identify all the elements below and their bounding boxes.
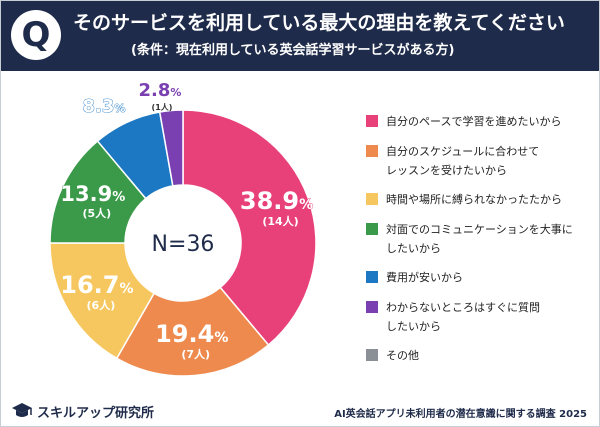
question-badge-icon: Q <box>11 10 61 60</box>
legend-label-line: レッスンを受けたいから <box>386 164 507 177</box>
slice-percent-sign-1: % <box>299 197 313 213</box>
center-total-label: N=36 <box>152 232 215 257</box>
slice-value-label-4: 13.9% <box>60 182 125 206</box>
legend-swatch-6 <box>366 301 378 313</box>
legend-label-line: 自分のスケジュールに合わせて <box>386 145 540 158</box>
donut-slice-6 <box>158 109 184 187</box>
footer: スキルアップ研究所 AI英会話アプリ未利用者の潜在意識に関する調査 2025 <box>1 397 599 426</box>
legend-label-line: 時間や場所に縛られなかったたから <box>386 193 562 206</box>
slice-count-label-4: (5人) <box>82 206 111 220</box>
legend-label-line: 費用が安いから <box>386 271 463 284</box>
legend-swatch-3 <box>366 193 378 205</box>
slice-count-label-3: (6人) <box>87 298 116 312</box>
donut-slice-2 <box>115 286 270 377</box>
donut-slice-3 <box>49 242 156 360</box>
slice-percent-sign-5: % <box>114 102 125 115</box>
legend-label-line: 自分のペースで学習を進めたいから <box>386 115 562 128</box>
slice-count-label-6: (1人) <box>152 102 173 112</box>
legend-swatch-5 <box>366 271 378 283</box>
legend-label-3: 時間や場所に縛られなかったたから <box>386 190 594 209</box>
donut-slice-1 <box>182 109 317 347</box>
legend-label-1: 自分のペースで学習を進めたいから <box>386 112 594 131</box>
legend-swatch-1 <box>366 115 378 127</box>
legend-label-line: したいから <box>386 242 441 255</box>
legend-label-line: わからないところはすぐに質問 <box>386 301 540 314</box>
chart-subtitle: (条件：現在利用している英会話学習サービスがある方) <box>131 43 455 58</box>
header-bar: Q そのサービスを利用している最大の理由を教えてください (条件：現在利用してい… <box>1 1 599 71</box>
slice-count-label-5: (3人) <box>92 115 121 129</box>
legend-swatch-2 <box>366 145 378 157</box>
graduation-cap-logo-icon <box>12 403 32 417</box>
slice-count-label-1: (14人) <box>262 214 298 228</box>
slice-value-label-2: 19.4% <box>155 320 228 348</box>
question-mark: Q <box>21 15 51 55</box>
slice-value-label-5: 8.3% <box>83 96 126 117</box>
source-caption: AI英会話アプリ未利用者の潜在意識に関する調査 2025 <box>334 409 587 420</box>
legend-label-4: 対面でのコミュニケーションを大事に したいから <box>386 220 594 258</box>
chart-title: そのサービスを利用している最大の理由を教えてください <box>73 12 565 34</box>
legend-label-line: 対面でのコミュニケーションを大事に <box>386 223 573 236</box>
brand-logo-text: スキルアップ研究所 <box>37 406 155 421</box>
slice-percent-sign-6: % <box>170 86 181 99</box>
legend-label-line: したいから <box>386 320 441 333</box>
legend-label-5: 費用が安いから <box>386 268 594 287</box>
legend-swatch-4 <box>366 223 378 235</box>
legend-label-6: わからないところはすぐに質問 したいから <box>386 298 594 336</box>
slice-percent-sign-3: % <box>119 281 133 297</box>
donut-slice-4 <box>49 139 147 244</box>
slice-percent-sign-2: % <box>214 330 228 346</box>
legend-label-line: その他 <box>386 349 419 362</box>
slice-value-label-6: 2.8% <box>139 80 182 101</box>
slice-count-label-2: (7人) <box>181 347 210 361</box>
legend-label-7: その他 <box>386 346 594 365</box>
legend-label-2: 自分のスケジュールに合わせて レッスンを受けたいから <box>386 142 594 180</box>
slice-percent-sign-4: % <box>112 190 125 205</box>
legend-swatch-7 <box>366 349 378 361</box>
